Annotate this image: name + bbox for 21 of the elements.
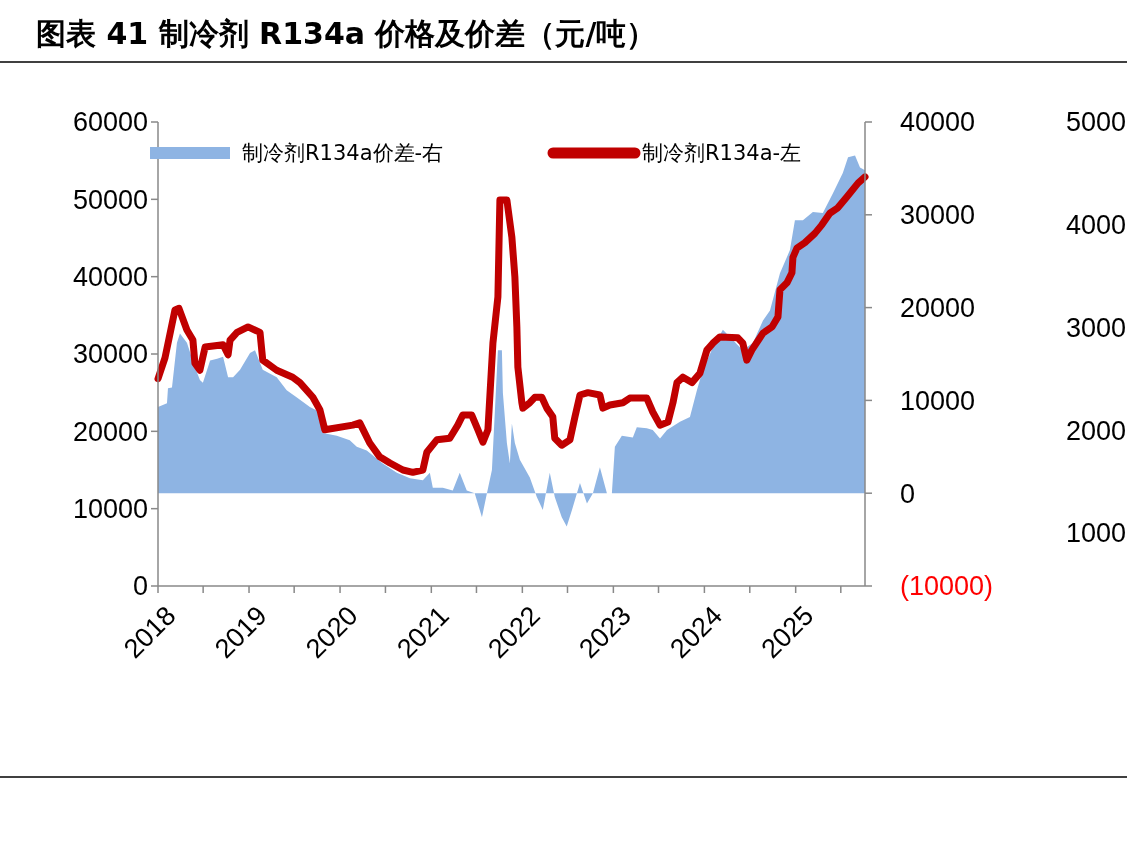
y3-tick-label: 1000 [1066, 518, 1127, 549]
y-tick-label: 40000 [72, 262, 148, 293]
y2-tick-label: 40000 [900, 107, 976, 138]
y3-tick-label: 2000 [1066, 415, 1127, 446]
y-tick-label: 50000 [72, 184, 148, 215]
legend-label: 制冷剂R134a价差-右 [242, 141, 444, 166]
y3-tick-label: 5000 [1066, 107, 1127, 138]
y2-tick-label: 10000 [900, 385, 976, 416]
y2-tick-label: (10000) [900, 571, 994, 602]
y2-tick-label: 30000 [900, 200, 976, 231]
y-tick-label: 30000 [72, 339, 148, 370]
legend-label: 制冷剂R134a-左 [642, 141, 802, 166]
y-tick-label: 60000 [72, 107, 148, 138]
y2-tick-label: 0 [900, 478, 916, 509]
y3-tick-label: 3000 [1066, 312, 1127, 343]
y-tick-label: 0 [132, 571, 148, 602]
y2-tick-label: 20000 [900, 293, 976, 324]
y-tick-label: 20000 [72, 416, 148, 447]
y-tick-label: 10000 [72, 494, 148, 525]
y3-tick-label: 4000 [1066, 210, 1127, 241]
chart-title: 图表 41 制冷剂 R134a 价格及价差（元/吨） [36, 16, 657, 51]
